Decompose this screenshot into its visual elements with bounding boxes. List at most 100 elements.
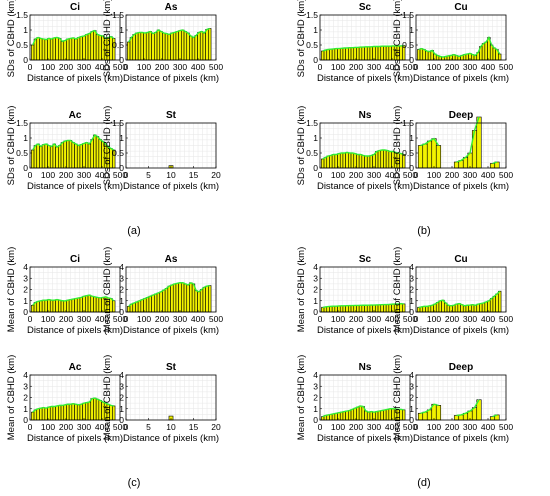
plot-b-sc-bar: [358, 46, 363, 61]
plot-a-ac-bar: [87, 143, 92, 169]
plot-b-deep-xlabel: Distance of pixels (km): [413, 181, 509, 192]
plot-b-ns-bar: [377, 150, 382, 169]
plot-b-cu-xlabel: Distance of pixels (km): [413, 73, 509, 84]
plot-b-cu-ytick-label: 1.5: [402, 10, 414, 20]
plot-b-deep-xtick-label: 500: [499, 170, 513, 180]
plot-a-ci-line: [32, 29, 115, 46]
plot-c-ac-bar: [58, 405, 62, 421]
plot-d-sc-bar: [331, 305, 336, 313]
plot-b-ns-bar: [353, 153, 357, 169]
plot-b-sc-bar: [348, 47, 352, 61]
plot-b-ns-xlabel: Distance of pixels (km): [317, 181, 413, 192]
plot-d-cu-bar: [438, 300, 442, 313]
plot-c-as-bar: [178, 282, 182, 313]
plot-c-ci-bar: [55, 299, 59, 313]
plot-a-ci-bar: [47, 38, 51, 61]
plot-a-st-ytick-label: 1: [119, 133, 124, 143]
plot-b-deep-xtick-label: 200: [445, 170, 459, 180]
plot-d-deep-xtick-label: 500: [499, 422, 513, 432]
plot-d-ns-ylabel: Mean of CBHD (km): [296, 355, 307, 441]
plot-b-ns-bar: [321, 158, 325, 169]
plot-d-deep-xtick-label: 100: [427, 422, 441, 432]
plot-c-ci-bar: [60, 300, 65, 313]
plot-c-ac-bar: [68, 403, 73, 421]
plot-b-sc-bar: [345, 47, 349, 61]
plot-d-cu-bar: [462, 305, 467, 313]
plot-d-cu-bar: [446, 304, 451, 313]
plot-c-ci-xtick-label: 0: [28, 314, 33, 324]
plot-a-as-bar: [181, 29, 185, 61]
plot-c-st-xtick-label: 0: [124, 422, 129, 432]
plot-d-cu-bar: [430, 304, 434, 313]
plot-c-as-xlabel: Distance of pixels (km): [123, 325, 219, 336]
plot-a-ci-bar: [36, 37, 40, 61]
plot-a-ac-axes-box: [29, 122, 121, 169]
plot-c-ci-bar: [36, 301, 40, 313]
plot-b-deep-bar: [426, 140, 433, 169]
plot-a-as-xtick-label: 0: [124, 62, 129, 72]
plot-c-as-bar: [164, 288, 169, 313]
plot-b-sc-axes-box: [319, 14, 411, 61]
plot-b-sc-bar: [372, 46, 376, 61]
plot-a-as-bar: [194, 35, 198, 61]
plot-d-ns-ytick-label: 1: [313, 404, 318, 414]
plot-d-ns-ytick-label: 2: [313, 393, 318, 403]
plot-b-sc-bar: [326, 49, 330, 61]
plot-c-ac-bar: [82, 402, 86, 421]
plot-b-sc-bar: [356, 47, 360, 61]
plot-c-ac-bar: [79, 403, 83, 421]
plot-a-as-bar: [154, 32, 158, 61]
plot-d-ns-bar: [383, 409, 387, 421]
plot-c-ci-bar: [74, 298, 78, 313]
plot-c-ac-bar: [66, 403, 70, 421]
plot-d-ns-ytick-label: 3: [313, 381, 318, 391]
plot-c-ci-ytick-label: 3: [23, 273, 28, 283]
plot-a-ci-xtick-label: 0: [28, 62, 33, 72]
plot-c-ci-bar: [76, 297, 81, 313]
plot-d-deep-ytick-label: 2: [409, 393, 414, 403]
plot-d-sc-bar: [361, 304, 365, 313]
plot-b-ns-bar: [342, 152, 346, 169]
plot-d-deep-ytick-label: 0: [409, 415, 414, 425]
plot-d-cu-ytick-label: 0: [409, 307, 414, 317]
plot-d-sc-bar: [342, 305, 346, 313]
plot-c-as-ytick-label: 3: [119, 273, 124, 283]
plot-a-ci-xlabel: Distance of pixels (km): [27, 73, 123, 84]
plot-c-as-xtick-label: 400: [191, 314, 205, 324]
plot-a-ac-title: Ac: [69, 110, 82, 121]
plot-d-cu-bar: [425, 306, 429, 313]
plot-d-cu-xtick-label: 500: [499, 314, 513, 324]
plot-d-sc-line: [322, 302, 404, 309]
plot-d-sc-xtick-label: 500: [403, 314, 417, 324]
plot-b-ns-title: Ns: [359, 110, 372, 121]
plot-c-st-xtick-label: 5: [146, 422, 151, 432]
plot-a-as-title: As: [165, 2, 178, 13]
plot-c-as-ytick-label: 2: [119, 285, 124, 295]
plot-a-as-ytick-label: 1: [119, 25, 124, 35]
plot-a-ac-bar: [47, 145, 51, 169]
plot-a-st-ytick-label: 1.5: [112, 118, 124, 128]
plot-b-ns-bar: [364, 155, 368, 169]
plot-b-ns-ytick-label: 1.5: [306, 118, 318, 128]
plot-b-ns-xtick-label: 200: [349, 170, 363, 180]
plot-c-as-bar: [137, 300, 142, 313]
plot-c-as-bar: [132, 302, 136, 313]
plot-c-ci-ytick-label: 1: [23, 296, 28, 306]
plot-b-cu-ytick-label: 0.5: [402, 40, 414, 50]
plot-d-cu-title: Cu: [454, 254, 467, 265]
plot-a-as-bar: [189, 35, 193, 61]
plot-c-as-ytick-label: 0: [119, 307, 124, 317]
plot-c-ci-bar: [52, 299, 56, 313]
plot-d-sc-title: Sc: [359, 254, 372, 265]
plot-b-deep-axes-box: [415, 122, 507, 169]
plot-b-deep-xtick-label: 0: [414, 170, 419, 180]
plot-b-cu-xtick-label: 200: [445, 62, 459, 72]
plot-d-ns-bar: [350, 409, 355, 421]
plot-d-cu-xtick-label: 100: [427, 314, 441, 324]
plot-d-deep-bar: [417, 412, 424, 421]
plot-d-cu-bar: [457, 303, 461, 313]
plot-a-ci-bar: [60, 41, 65, 61]
